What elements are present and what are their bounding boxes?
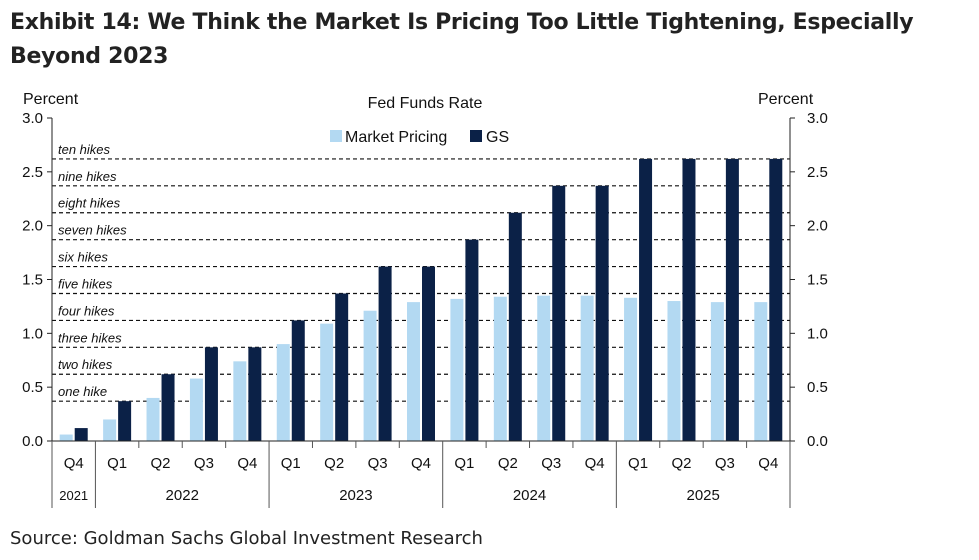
bar-market-pricing bbox=[710, 302, 724, 441]
x-tick-label: Q2 bbox=[498, 455, 518, 472]
y-tick-label-right: 0.0 bbox=[807, 433, 828, 450]
legend-label-gs: GS bbox=[486, 129, 509, 146]
bar-market-pricing bbox=[754, 302, 768, 441]
hike-line-label: eight hikes bbox=[58, 196, 121, 211]
hike-lines-layer: one hike two hikes three hikes four hikes fi… bbox=[52, 142, 790, 402]
bar-gs bbox=[682, 158, 696, 441]
hike-line-label: two hikes bbox=[58, 357, 113, 372]
x-tick-label: Q3 bbox=[715, 455, 735, 472]
bar-market-pricing bbox=[189, 378, 203, 441]
legend: Market Pricing GS bbox=[330, 129, 509, 146]
axes-layer: 0.0 0.0 0.5 0.5 1.0 1.0 1.5 1.5 2.0 2.0 2.5 2.5 3.0 3… bbox=[22, 110, 828, 508]
x-tick-label: Q2 bbox=[671, 455, 691, 472]
bar-gs bbox=[335, 293, 349, 441]
hike-line-label: seven hikes bbox=[58, 223, 127, 238]
y-tick-label-right: 1.0 bbox=[807, 325, 828, 342]
y-tick-label-left: 2.0 bbox=[22, 218, 43, 235]
y-tick-label-left: 0.0 bbox=[22, 433, 43, 450]
y-tick-label-left: 1.0 bbox=[22, 325, 43, 342]
bar-gs bbox=[769, 158, 783, 441]
bar-gs bbox=[74, 428, 88, 441]
hike-line-label: four hikes bbox=[58, 303, 115, 318]
y-tick-label-right: 2.0 bbox=[807, 218, 828, 235]
bar-market-pricing bbox=[537, 295, 551, 441]
y-tick-label-left: 0.5 bbox=[22, 379, 43, 396]
hike-line-label: six hikes bbox=[58, 250, 108, 265]
x-tick-label: Q4 bbox=[758, 455, 778, 472]
hike-line-label: one hike bbox=[58, 384, 107, 399]
bar-gs bbox=[248, 347, 262, 441]
bar-market-pricing bbox=[233, 361, 247, 441]
bar-gs bbox=[595, 185, 609, 441]
hike-line-label: three hikes bbox=[58, 330, 122, 345]
bar-market-pricing bbox=[624, 297, 638, 441]
hike-line-label: five hikes bbox=[58, 276, 113, 291]
x-year-label: 2022 bbox=[166, 487, 199, 504]
y-tick-label-left: 3.0 bbox=[22, 110, 43, 127]
bar-market-pricing bbox=[450, 298, 464, 441]
x-tick-label: Q3 bbox=[368, 455, 388, 472]
legend-swatch-gs bbox=[470, 130, 482, 142]
x-tick-label: Q1 bbox=[628, 455, 648, 472]
y-tick-label-right: 3.0 bbox=[807, 110, 828, 127]
bar-gs bbox=[422, 266, 435, 441]
source-note: Source: Goldman Sachs Global Investment … bbox=[10, 528, 483, 549]
y-tick-label-left: 1.5 bbox=[22, 272, 43, 289]
bar-market-pricing bbox=[363, 310, 377, 441]
bar-market-pricing bbox=[580, 295, 594, 441]
bar-market-pricing bbox=[407, 302, 420, 441]
hike-line-label: nine hikes bbox=[58, 169, 117, 184]
legend-swatch-market-pricing bbox=[330, 130, 342, 142]
y-tick-label-right: 0.5 bbox=[807, 379, 828, 396]
chart-title: Fed Funds Rate bbox=[368, 95, 483, 112]
bar-market-pricing bbox=[667, 301, 681, 441]
bar-gs bbox=[465, 239, 479, 441]
bars-layer bbox=[59, 158, 783, 441]
x-tick-label: Q4 bbox=[237, 455, 257, 472]
y-tick-label-right: 2.5 bbox=[807, 164, 828, 181]
x-tick-label: Q4 bbox=[585, 455, 605, 472]
y-axis-label-left: Percent bbox=[23, 91, 79, 108]
x-tick-label: Q4 bbox=[64, 455, 84, 472]
x-tick-label: Q2 bbox=[151, 455, 171, 472]
bar-gs bbox=[639, 158, 653, 441]
bar-gs bbox=[118, 401, 132, 441]
bar-gs bbox=[725, 158, 739, 441]
legend-label-market-pricing: Market Pricing bbox=[345, 129, 447, 146]
x-year-label: 2023 bbox=[339, 487, 372, 504]
x-tick-label: Q1 bbox=[281, 455, 301, 472]
x-tick-label: Q2 bbox=[324, 455, 344, 472]
y-tick-label-left: 2.5 bbox=[22, 164, 43, 181]
bar-gs bbox=[291, 320, 305, 441]
x-tick-label: Q1 bbox=[107, 455, 127, 472]
bar-gs bbox=[508, 212, 522, 441]
bar-market-pricing bbox=[320, 323, 334, 441]
x-tick-label: Q3 bbox=[194, 455, 214, 472]
x-year-label: 2025 bbox=[686, 487, 719, 504]
x-tick-label: Q1 bbox=[454, 455, 474, 472]
y-axis-label-right: Percent bbox=[758, 91, 814, 108]
bar-market-pricing bbox=[59, 434, 73, 441]
y-tick-label-right: 1.5 bbox=[807, 272, 828, 289]
bar-market-pricing bbox=[276, 344, 290, 441]
page-title: Exhibit 14: We Think the Market Is Prici… bbox=[10, 10, 914, 69]
bar-market-pricing bbox=[146, 397, 160, 441]
x-tick-label: Q3 bbox=[541, 455, 561, 472]
x-tick-label: Q4 bbox=[411, 455, 431, 472]
bar-market-pricing bbox=[493, 296, 507, 441]
hike-line-label: ten hikes bbox=[58, 142, 111, 157]
x-year-label: 2021 bbox=[59, 488, 88, 503]
bar-gs bbox=[552, 185, 566, 441]
bar-gs bbox=[378, 266, 392, 441]
bar-gs bbox=[161, 374, 175, 441]
bar-gs bbox=[204, 347, 218, 441]
x-year-label: 2024 bbox=[513, 487, 546, 504]
bar-market-pricing bbox=[103, 419, 117, 441]
